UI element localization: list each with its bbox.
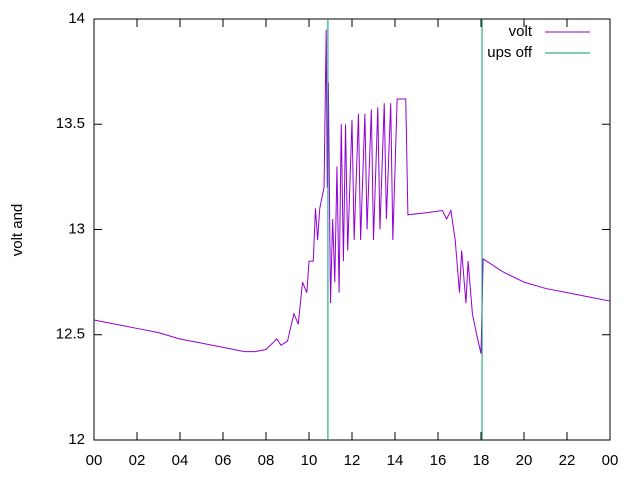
x-tick-label: 22 <box>559 452 576 469</box>
y-tick-label: 13.5 <box>56 115 85 132</box>
y-axis-label: volt and <box>9 204 26 257</box>
x-tick-label: 18 <box>473 452 490 469</box>
x-tick-label: 10 <box>301 452 318 469</box>
plot-frame <box>93 18 611 441</box>
x-tick-label: 08 <box>258 452 275 469</box>
legend-label: ups off <box>487 44 533 61</box>
x-tick-label: 00 <box>86 452 103 469</box>
x-tick-label: 14 <box>387 452 404 469</box>
series-line <box>327 19 483 440</box>
legend-label: volt <box>509 23 533 40</box>
x-tick-label: 00 <box>602 452 619 469</box>
x-tick-label: 06 <box>215 452 232 469</box>
x-tick-label: 20 <box>516 452 533 469</box>
y-tick-label: 14 <box>68 10 85 27</box>
x-tick-label: 02 <box>129 452 146 469</box>
x-tick-label: 12 <box>344 452 361 469</box>
y-tick-label: 12.5 <box>56 326 85 343</box>
x-tick-label: 04 <box>172 452 189 469</box>
y-tick-label: 12 <box>68 431 85 448</box>
y-tick-label: 13 <box>68 220 85 237</box>
x-tick-label: 16 <box>430 452 447 469</box>
series-line <box>93 29 611 354</box>
